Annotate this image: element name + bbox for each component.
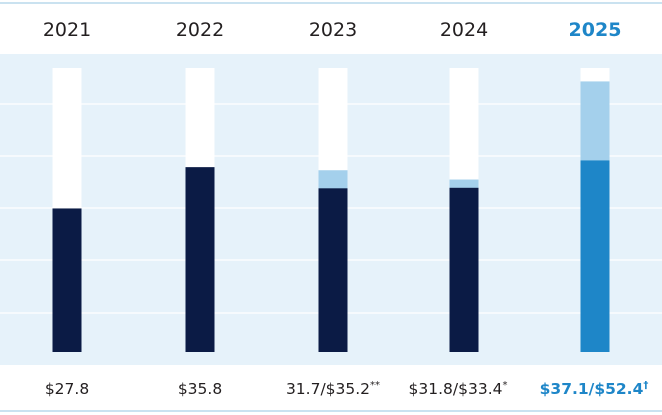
value-label: $35.8	[178, 380, 222, 398]
value-label: $27.8	[45, 380, 89, 398]
value-labels: $27.8 $35.8 31.7/$35.2** $31.8/$33.4* $37.1/…	[45, 380, 649, 398]
category-labels: 2021 2022 2023 2024 2025	[43, 19, 622, 41]
value-label: $37.1/$52.4†	[540, 380, 649, 398]
bar	[52, 208, 82, 352]
bar	[318, 188, 348, 352]
category-label: 2022	[176, 19, 224, 41]
bars	[52, 68, 610, 353]
category-label: 2023	[309, 19, 357, 41]
bar	[185, 167, 215, 352]
value-label: $31.8/$33.4*	[409, 380, 508, 398]
footnote-mark: **	[370, 380, 380, 391]
bar	[580, 160, 610, 352]
bar	[449, 187, 479, 352]
value-label: 31.7/$35.2**	[286, 380, 380, 398]
footnote-mark: †	[643, 380, 648, 391]
category-label: 2025	[569, 19, 622, 41]
category-label: 2021	[43, 19, 91, 41]
footnote-mark: *	[502, 380, 507, 391]
category-label: 2024	[440, 19, 488, 41]
